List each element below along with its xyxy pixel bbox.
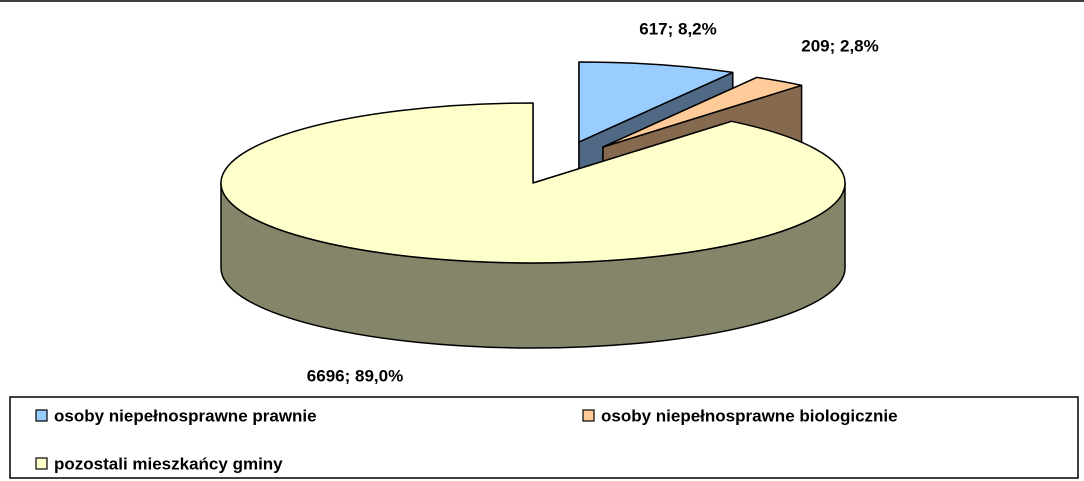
legend-label: osoby niepełnosprawne biologicznie	[601, 406, 898, 425]
slice	[602, 76, 803, 148]
legend-swatch	[582, 409, 595, 422]
legend-label: pozostali mieszkańcy gminy	[54, 454, 283, 473]
legend-swatch	[35, 457, 48, 470]
data-label: 617; 8,2%	[639, 19, 717, 38]
legend-box	[9, 396, 1079, 479]
slice	[220, 102, 846, 264]
data-label: 209; 2,8%	[801, 36, 879, 55]
legend-swatch	[35, 409, 48, 422]
slice	[578, 61, 734, 143]
data-label: 6696; 89,0%	[307, 366, 403, 385]
legend-label: osoby niepełnosprawne prawnie	[54, 406, 317, 425]
